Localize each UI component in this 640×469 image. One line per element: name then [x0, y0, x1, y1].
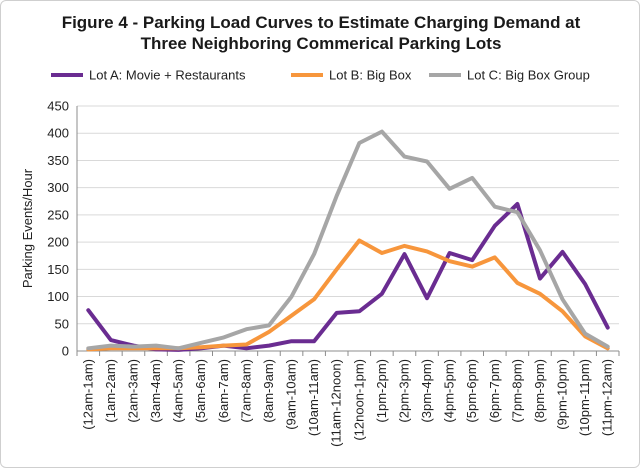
- x-tick-label: (1am-2am): [103, 359, 118, 423]
- x-tick-label: (7am-8am): [238, 359, 253, 423]
- x-tick-label: (3pm-4pm): [419, 359, 434, 423]
- x-tick-label: (10pm-11pm): [577, 359, 592, 436]
- x-tick-label: (4pm-5pm): [442, 359, 457, 423]
- y-tick-label: 300: [47, 180, 69, 195]
- x-tick-label: (12am-1am): [80, 359, 95, 430]
- x-tick-label: (6pm-7pm): [487, 359, 502, 423]
- series-line-2: [86, 238, 610, 352]
- y-tick-label: 100: [47, 289, 69, 304]
- legend-label-3: Lot C: Big Box Group: [467, 68, 590, 83]
- x-tick-label: (3am-4am): [148, 359, 163, 423]
- x-tick-label: (8pm-9pm): [532, 359, 547, 423]
- x-tick-label: (9pm-10pm): [555, 359, 570, 430]
- x-tick-label: (10am-11am): [306, 359, 321, 436]
- x-tick-label: (5am-6am): [193, 359, 208, 423]
- x-tick-label: (7pm-8pm): [509, 359, 524, 423]
- y-tick-label: 450: [47, 99, 69, 114]
- chart-title-line-2: Three Neighboring Commerical Parking Lot…: [140, 34, 502, 53]
- x-tick-label: (12noon-1pm): [351, 359, 366, 441]
- x-tick-label: (4am-5am): [171, 359, 186, 423]
- y-axis-title: Parking Events/Hour: [20, 168, 35, 288]
- x-tick-label: (9am-10am): [284, 359, 299, 430]
- series-line-3: [86, 129, 610, 351]
- y-tick-label: 150: [47, 262, 69, 277]
- y-tick-label: 250: [47, 207, 69, 222]
- x-tick-label: (5pm-6pm): [464, 359, 479, 423]
- y-tick-label: 200: [47, 235, 69, 250]
- y-tick-label: 400: [47, 126, 69, 141]
- legend-label-1: Lot A: Movie + Restaurants: [89, 68, 246, 83]
- x-tick-label: (11am-12noon): [329, 359, 344, 447]
- legend-label-2: Lot B: Big Box: [329, 68, 412, 83]
- x-tick-label: (2am-3am): [125, 359, 140, 423]
- x-tick-label: (8am-9am): [261, 359, 276, 423]
- x-tick-label: (1pm-2pm): [374, 359, 389, 423]
- series-line-1: [86, 202, 610, 352]
- y-tick-label: 50: [55, 316, 69, 331]
- x-tick-label: (6am-7am): [216, 359, 231, 423]
- x-tick-label: (11pm-12am): [600, 359, 615, 436]
- x-tick-label: (2pm-3pm): [396, 359, 411, 423]
- chart-title-line-1: Figure 4 - Parking Load Curves to Estima…: [61, 13, 581, 32]
- y-tick-label: 350: [47, 153, 69, 168]
- y-tick-label: 0: [62, 344, 69, 359]
